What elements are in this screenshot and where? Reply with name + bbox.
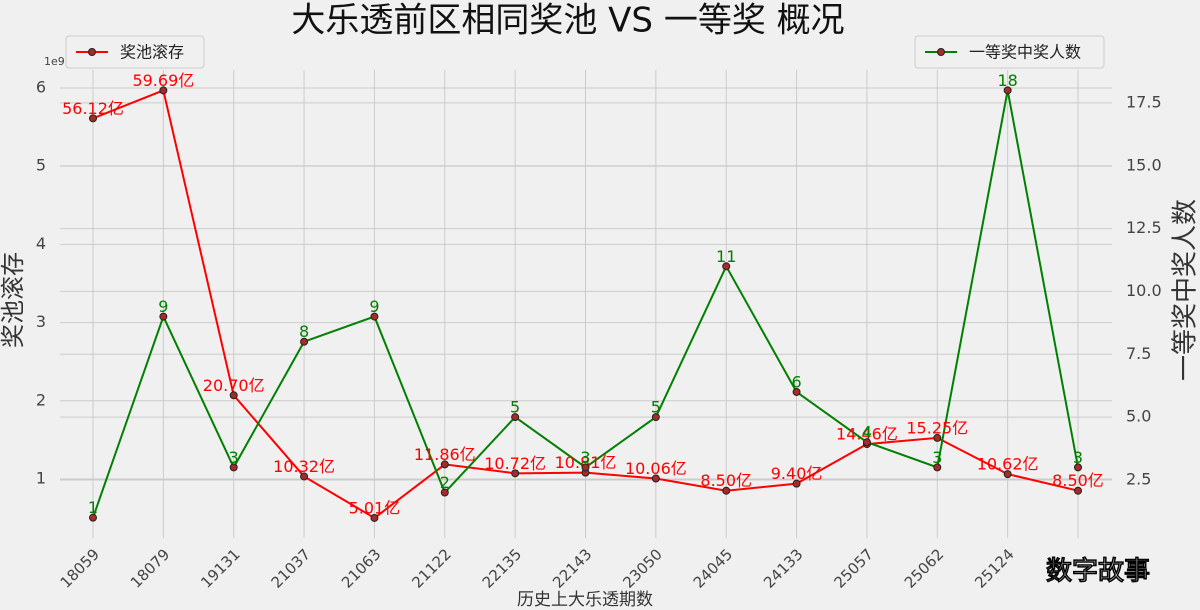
data-label: 6 <box>791 372 801 391</box>
data-point <box>89 114 97 123</box>
data-label: 3 <box>229 448 239 467</box>
data-label: 59.69亿 <box>132 71 194 90</box>
data-label: 10.32亿 <box>273 457 335 476</box>
watermark: 数字故事 <box>1046 556 1150 587</box>
legend: 一等奖中奖人数 <box>914 35 1105 69</box>
y-tick-label: 4 <box>36 234 46 253</box>
data-point <box>581 463 590 472</box>
legend-box <box>65 35 205 69</box>
y-tick-label: 2 <box>36 390 46 409</box>
data-label: 4 <box>862 423 872 442</box>
y-offset-label: 1e9 <box>44 55 65 68</box>
legend-marker <box>88 48 96 56</box>
y-axis-label: 奖池滚存 <box>0 252 27 348</box>
data-point <box>229 391 238 400</box>
y2-tick-label: 2.5 <box>1126 469 1151 488</box>
data-point <box>1003 470 1012 479</box>
data-point <box>792 479 801 488</box>
data-label: 9.40亿 <box>771 464 823 483</box>
data-point <box>300 472 309 481</box>
x-axis-label: 历史上大乐透期数 <box>517 590 653 610</box>
data-label: 56.12亿 <box>62 99 124 118</box>
data-label: 8.50亿 <box>700 471 752 490</box>
data-label: 10.81亿 <box>555 453 617 472</box>
legend-label: 奖池滚存 <box>120 43 184 62</box>
data-point <box>722 262 731 271</box>
chart-title: 大乐透前区相同奖池 VS 一等奖 概况 <box>291 1 844 41</box>
data-label: 2 <box>440 473 450 492</box>
data-point <box>159 86 168 95</box>
data-label: 3 <box>932 448 942 467</box>
data-label: 11 <box>716 247 736 266</box>
data-point <box>440 488 449 497</box>
y2-tick-label: 15.0 <box>1126 155 1162 174</box>
y2-tick-label: 12.5 <box>1126 218 1162 237</box>
y-tick-label: 6 <box>36 77 46 96</box>
data-point <box>370 312 379 321</box>
y-tick-label: 5 <box>36 156 46 175</box>
data-label: 9 <box>369 297 379 316</box>
y-tick-label: 1 <box>36 468 46 487</box>
data-label: 5 <box>651 398 661 417</box>
legend-box <box>914 35 1105 69</box>
data-point <box>159 312 168 321</box>
data-point <box>1003 86 1012 95</box>
y2-tick-label: 10.0 <box>1126 281 1162 300</box>
data-point <box>1074 486 1082 495</box>
y2-tick-label: 17.5 <box>1126 92 1162 111</box>
data-point <box>1074 463 1082 472</box>
legend-label: 一等奖中奖人数 <box>969 43 1081 62</box>
data-point <box>933 463 942 472</box>
data-label: 14.46亿 <box>836 425 898 444</box>
y2-tick-label: 7.5 <box>1126 344 1151 363</box>
data-label: 8 <box>299 322 309 341</box>
data-point <box>792 387 801 396</box>
data-point <box>933 433 942 442</box>
data-label: 9 <box>158 297 168 316</box>
data-point <box>440 460 449 469</box>
data-point <box>722 486 731 495</box>
data-label: 5.01亿 <box>349 498 401 517</box>
data-label: 8.50亿 <box>1052 471 1104 490</box>
data-label: 5 <box>510 398 520 417</box>
data-point <box>511 413 520 422</box>
data-label: 15.25亿 <box>906 418 968 437</box>
y-tick-label: 3 <box>36 312 46 331</box>
y2-axis-label: 一等奖中奖人数 <box>1171 199 1200 381</box>
data-label: 3 <box>580 448 590 467</box>
data-point <box>651 474 660 483</box>
data-label: 1 <box>88 498 98 517</box>
data-point <box>862 438 871 447</box>
data-point <box>300 337 309 346</box>
data-point <box>370 513 379 522</box>
data-point <box>511 469 520 478</box>
data-label: 18 <box>997 71 1017 90</box>
legend-marker <box>937 48 945 56</box>
data-label: 3 <box>1073 448 1083 467</box>
data-label: 10.72亿 <box>484 454 546 473</box>
y2-tick-label: 5.0 <box>1126 407 1151 426</box>
data-label: 20.70亿 <box>203 376 265 395</box>
data-label: 10.62亿 <box>977 455 1039 474</box>
legend: 奖池滚存 <box>65 35 205 69</box>
data-point <box>229 463 238 472</box>
data-label: 10.06亿 <box>625 459 687 478</box>
data-point <box>651 413 660 422</box>
data-point <box>89 513 97 522</box>
data-label: 11.86亿 <box>414 445 476 464</box>
